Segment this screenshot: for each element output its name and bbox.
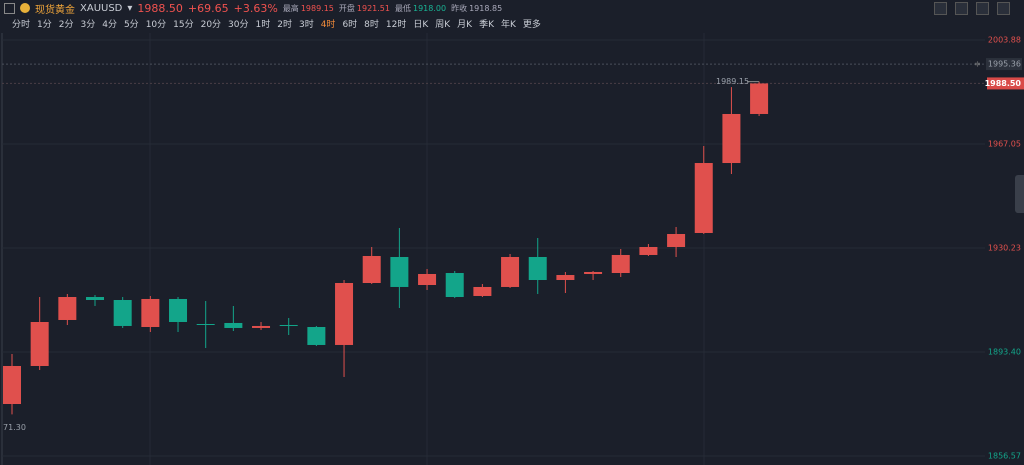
candle-body bbox=[362, 256, 381, 283]
candle-body bbox=[224, 322, 243, 328]
candle-body bbox=[473, 286, 492, 296]
interval-button[interactable]: 3时 bbox=[298, 19, 314, 30]
candle-body bbox=[58, 297, 77, 320]
symbol-code[interactable]: XAUUSD bbox=[80, 2, 123, 14]
y-tick-label: 1856.57 bbox=[988, 451, 1021, 460]
candle-body bbox=[390, 256, 409, 287]
interval-button[interactable]: 20分 bbox=[200, 19, 222, 30]
tool-button[interactable] bbox=[976, 2, 989, 15]
candle-body bbox=[611, 254, 630, 274]
candle-body bbox=[418, 273, 437, 286]
stat-value: 1918.85 bbox=[469, 3, 503, 13]
ref-price-box bbox=[986, 58, 1022, 71]
low-annotation: 71.30 bbox=[3, 423, 26, 432]
tool-button[interactable] bbox=[997, 2, 1010, 15]
interval-button[interactable]: 10分 bbox=[145, 19, 167, 30]
last-price: 1988.50 bbox=[137, 1, 183, 15]
candle-body bbox=[307, 326, 326, 345]
candle-body bbox=[141, 298, 160, 327]
candle-body bbox=[445, 273, 464, 298]
interval-button[interactable]: 分时 bbox=[12, 19, 31, 30]
y-tick-label: 2003.88 bbox=[988, 36, 1021, 45]
change: +69.65 bbox=[187, 1, 229, 15]
last-price-label: 1988.50 bbox=[985, 79, 1022, 88]
candle-body bbox=[113, 299, 132, 326]
header: 现货黄金 XAUUSD ▾ 1988.50 +69.65 +3.63% 最高 198… bbox=[4, 1, 502, 16]
stat: 最低 1918.00 bbox=[395, 3, 446, 14]
stat-label: 最高 bbox=[282, 3, 299, 13]
stat-value: 1989.15 bbox=[300, 3, 334, 13]
stat-label: 开盘 bbox=[338, 3, 355, 13]
stat-value: 1918.00 bbox=[413, 3, 447, 13]
candle-body bbox=[528, 256, 547, 281]
symbol-name[interactable]: 现货黄金 bbox=[35, 4, 75, 16]
dropdown-arrow[interactable]: ▾ bbox=[127, 2, 133, 14]
candle-body bbox=[86, 297, 105, 300]
candle-body bbox=[335, 282, 354, 345]
stat: 最高 1989.15 bbox=[283, 3, 334, 14]
interval-button[interactable]: 12时 bbox=[385, 19, 407, 30]
candle-body bbox=[584, 271, 603, 274]
interval-toolbar: 分时 1分 2分 3分 4分 5分 10分 15分 20分 30分 1时 2时 3时 4时 6时 8时 12时日… bbox=[12, 16, 541, 30]
candle-body bbox=[279, 324, 298, 326]
symbol-icon bbox=[20, 3, 30, 13]
candle-body bbox=[667, 234, 686, 247]
candle-body bbox=[722, 113, 741, 164]
menu-icon[interactable] bbox=[4, 2, 15, 14]
change-pct: +3.63% bbox=[233, 1, 278, 15]
candle-body bbox=[556, 275, 575, 281]
stat: 开盘 1921.51 bbox=[339, 3, 390, 14]
interval-button[interactable]: 4分 bbox=[102, 19, 117, 30]
candle-body bbox=[30, 321, 49, 366]
interval-button[interactable]: 1分 bbox=[37, 19, 52, 30]
interval-button[interactable]: 6时 bbox=[342, 19, 358, 30]
candle-body bbox=[252, 325, 271, 328]
candle-body bbox=[169, 298, 188, 322]
interval-button[interactable]: 3分 bbox=[80, 19, 96, 30]
ref-price-icon: ≑ bbox=[974, 60, 981, 69]
stat-label: 最低 bbox=[395, 3, 411, 13]
interval-button[interactable]: 30分 bbox=[228, 19, 249, 30]
y-tick-label: 1930.23 bbox=[988, 243, 1021, 252]
interval-button[interactable]: 4时 bbox=[320, 19, 336, 30]
candle-body bbox=[639, 246, 658, 255]
candle-body bbox=[196, 324, 215, 326]
interval-button[interactable]: 8时 bbox=[364, 19, 379, 30]
interval-button[interactable]: 日K bbox=[413, 19, 429, 30]
interval-button[interactable]: 1时 bbox=[255, 19, 271, 30]
candle-body bbox=[501, 256, 520, 287]
interval-button[interactable]: 季K bbox=[479, 19, 494, 30]
interval-button[interactable]: 周K bbox=[435, 19, 451, 30]
ref-price-label: 1995.36 bbox=[988, 60, 1021, 69]
tool-icons bbox=[934, 2, 1010, 15]
tool-button[interactable] bbox=[955, 2, 968, 15]
candle-body bbox=[694, 163, 713, 233]
stat-label: 昨收 bbox=[451, 3, 468, 13]
interval-button[interactable]: 2时 bbox=[277, 19, 292, 30]
candle-body bbox=[3, 365, 21, 405]
chart: 2003.88 1967.05 1930.23 1893.40 1856.57 1995.… bbox=[1, 33, 1024, 465]
interval-button[interactable]: 年K bbox=[500, 19, 516, 30]
interval-button[interactable]: 月K bbox=[457, 19, 473, 30]
high-annotation: 1989.15 bbox=[716, 77, 749, 86]
stat: 昨收 1918.85 bbox=[451, 3, 502, 14]
y-tick-label: 1893.40 bbox=[988, 347, 1021, 356]
y-tick-label: 1967.05 bbox=[988, 140, 1021, 149]
candle-body bbox=[750, 83, 769, 114]
side-tab[interactable] bbox=[1015, 175, 1024, 213]
stat-value: 1921.51 bbox=[356, 3, 390, 13]
interval-button[interactable]: 15分 bbox=[173, 19, 194, 30]
interval-button[interactable]: 2分 bbox=[58, 19, 74, 30]
tool-button[interactable] bbox=[934, 2, 947, 15]
interval-button[interactable]: 更多 bbox=[522, 19, 541, 30]
last-price-box bbox=[987, 77, 1024, 90]
interval-button[interactable]: 5分 bbox=[123, 19, 139, 30]
